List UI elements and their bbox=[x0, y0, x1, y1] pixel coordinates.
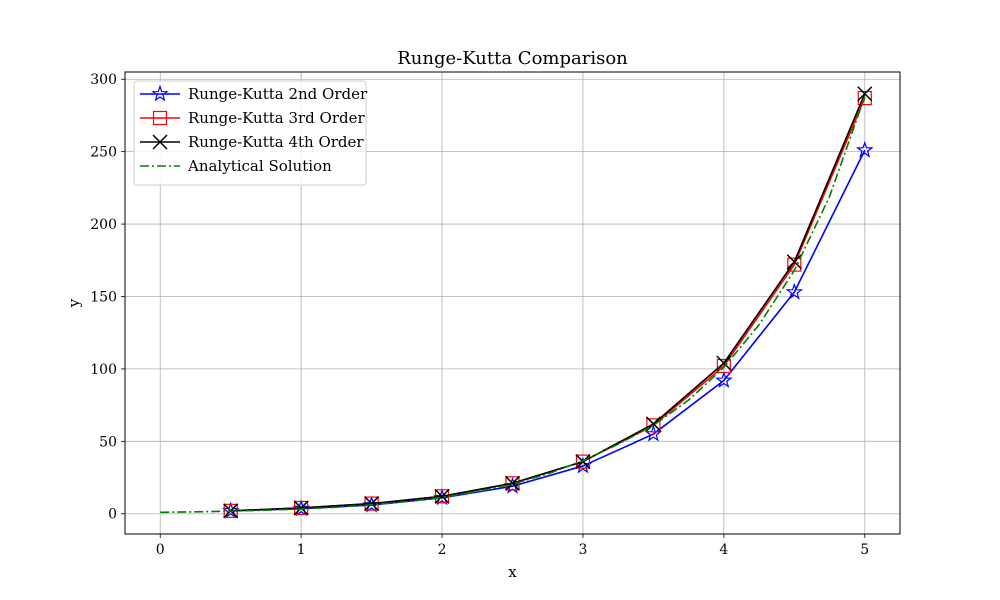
data-point bbox=[857, 86, 873, 102]
chart-title: Runge-Kutta Comparison bbox=[397, 48, 628, 69]
legend-marker bbox=[151, 84, 169, 102]
legend-frame bbox=[133, 80, 367, 186]
legend-label: Analytical Solution bbox=[187, 157, 332, 175]
data-point bbox=[786, 254, 802, 270]
x-axis-label: x bbox=[508, 563, 517, 581]
legend: Runge-Kutta 2nd Order Runge-Kutta 3rd Ord… bbox=[133, 80, 368, 186]
legend-label: Runge-Kutta 4th Order bbox=[188, 133, 364, 151]
x-tick-label: 3 bbox=[578, 542, 587, 558]
data-point bbox=[221, 501, 240, 519]
series-line bbox=[230, 93, 866, 512]
data-point bbox=[292, 499, 311, 517]
data-point bbox=[785, 282, 804, 300]
legend-item: Analytical Solution bbox=[140, 157, 332, 175]
data-point bbox=[716, 358, 731, 374]
y-tick-label: 100 bbox=[90, 362, 117, 378]
data-point bbox=[293, 500, 309, 516]
data-point-stroke bbox=[857, 86, 873, 102]
legend-item: Runge-Kutta 3rd Order bbox=[140, 109, 365, 127]
data-point bbox=[364, 496, 380, 512]
y-tick-label: 0 bbox=[108, 507, 117, 523]
plot-frame bbox=[124, 71, 901, 535]
y-tick-label: 50 bbox=[99, 434, 117, 450]
y-tick-label: 200 bbox=[90, 217, 117, 233]
data-point bbox=[575, 454, 591, 469]
x-tick-label: 1 bbox=[297, 542, 306, 558]
legend-marker bbox=[152, 134, 168, 150]
y-tick-label: 300 bbox=[90, 72, 117, 88]
data-point bbox=[434, 488, 450, 504]
data-point bbox=[505, 476, 520, 491]
x-tick-label: 4 bbox=[719, 542, 728, 558]
data-point bbox=[716, 355, 732, 371]
series-layer bbox=[160, 86, 874, 519]
data-point-stroke bbox=[364, 496, 380, 512]
legend-item: Runge-Kutta 4th Order bbox=[140, 133, 364, 151]
legend-marker-stroke bbox=[152, 134, 168, 150]
data-point-stroke bbox=[786, 254, 802, 270]
x-tick-label: 0 bbox=[156, 542, 165, 558]
data-point-stroke bbox=[504, 475, 521, 491]
data-point bbox=[714, 371, 733, 389]
series-line bbox=[160, 96, 866, 514]
x-tick-label: 5 bbox=[860, 542, 869, 558]
legend-label: Runge-Kutta 3rd Order bbox=[188, 109, 365, 127]
data-point-stroke bbox=[293, 500, 309, 516]
data-point bbox=[504, 475, 521, 491]
y-axis-label: y bbox=[65, 298, 83, 308]
legend-marker bbox=[152, 110, 168, 126]
legend-item: Runge-Kutta 2nd Order bbox=[140, 84, 368, 103]
data-point bbox=[646, 418, 661, 433]
data-point bbox=[855, 140, 874, 158]
series-4 bbox=[160, 96, 866, 514]
data-point-stroke bbox=[716, 355, 732, 371]
y-tick-label: 150 bbox=[90, 289, 117, 305]
data-point bbox=[857, 90, 872, 106]
x-tick-label: 2 bbox=[438, 542, 447, 558]
legend-label: Runge-Kutta 2nd Order bbox=[188, 85, 368, 103]
y-tick-label: 250 bbox=[90, 145, 117, 161]
data-point-stroke bbox=[434, 488, 450, 504]
grid bbox=[125, 72, 900, 534]
